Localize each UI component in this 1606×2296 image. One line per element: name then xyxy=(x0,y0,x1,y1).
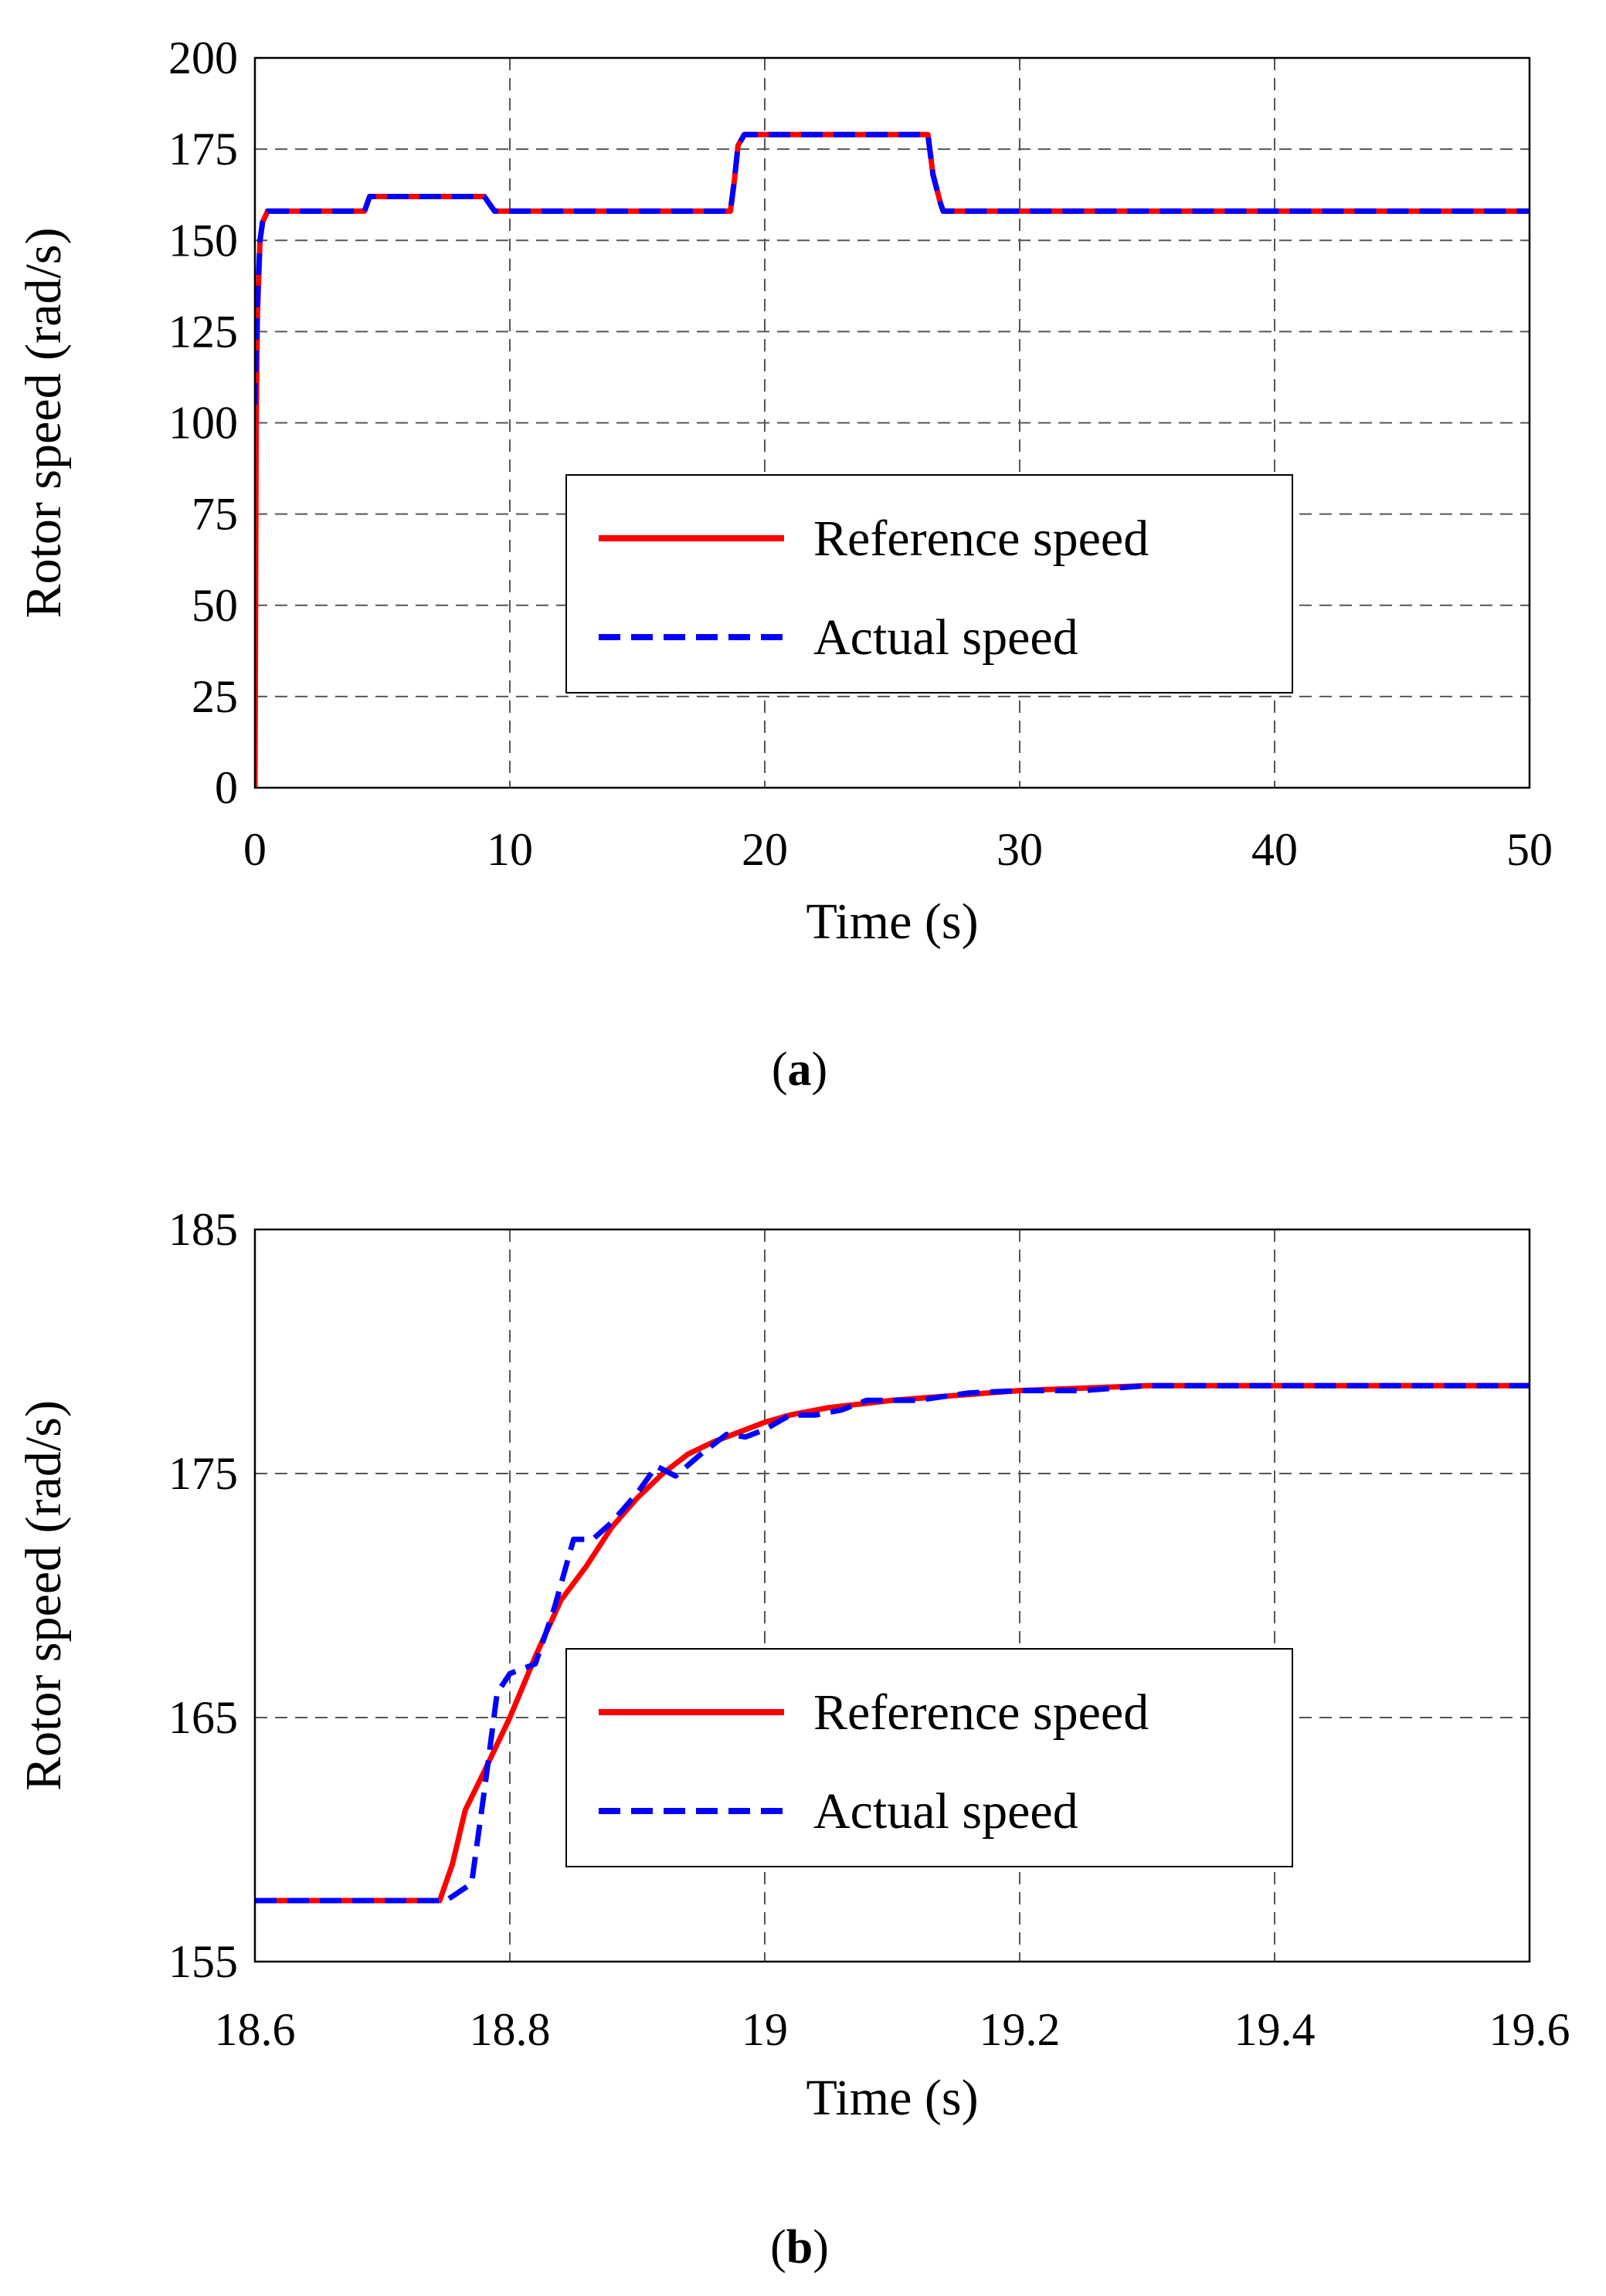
x-tick-label: 19.2 xyxy=(980,2004,1061,2055)
panel-caption: (a) xyxy=(772,1043,827,1096)
y-axis-label: Rotor speed (rad/s) xyxy=(15,228,72,619)
plot-frame xyxy=(253,56,1531,789)
chart-panel-a: 0 10 20 30 40 50 0 25 50 75 100 125 150 175 200 Time (s… xyxy=(15,32,1553,1096)
legend-label: Reference speed xyxy=(813,1684,1149,1741)
y-tick-label: 175 xyxy=(168,1448,238,1499)
y-tick-label: 200 xyxy=(168,32,238,83)
x-axis-label: Time (s) xyxy=(806,894,978,950)
y-tick-label: 100 xyxy=(168,398,238,449)
x-tick-label: 18.6 xyxy=(215,2004,296,2055)
x-tick-label: 19.6 xyxy=(1489,2004,1570,2055)
x-tick-label: 50 xyxy=(1506,824,1553,875)
caption-open-paren: ( xyxy=(772,1043,788,1096)
caption-letter: b xyxy=(786,2221,813,2274)
y-tick-label: 0 xyxy=(215,762,238,813)
x-tick-label: 10 xyxy=(487,824,533,875)
x-tick-label: 0 xyxy=(243,824,267,875)
legend-label: Actual speed xyxy=(813,1783,1078,1840)
y-tick-label: 25 xyxy=(192,671,238,722)
y-tick-label: 150 xyxy=(168,215,238,266)
y-tick-label: 165 xyxy=(168,1692,238,1743)
x-tick-label: 19.4 xyxy=(1234,2004,1316,2055)
y-tick-label: 125 xyxy=(168,306,238,357)
legend-label: Actual speed xyxy=(813,609,1078,666)
x-tick-label: 18.8 xyxy=(470,2004,551,2055)
y-tick-label: 155 xyxy=(168,1936,238,1987)
plot-frame xyxy=(253,1228,1531,1963)
x-tick-label: 19 xyxy=(742,2004,788,2055)
series-line-actual-speed xyxy=(255,1382,1530,1904)
chart-panel-b: 18.6 18.8 19 19.2 19.4 19.6 155 165 175 185 Time (… xyxy=(15,1204,1570,2274)
y-axis-label: Rotor speed (rad/s) xyxy=(15,1400,72,1791)
x-tick-label: 20 xyxy=(742,824,788,875)
panel-caption: (b) xyxy=(770,2221,829,2274)
caption-close-paren: ) xyxy=(812,1043,828,1096)
y-tick-label: 50 xyxy=(192,580,238,631)
caption-letter: a xyxy=(788,1043,812,1096)
y-tick-label: 75 xyxy=(192,489,238,540)
legend-box xyxy=(565,474,1293,694)
legend-box xyxy=(565,1648,1293,1867)
caption-close-paren: ) xyxy=(813,2221,829,2274)
x-tick-label: 40 xyxy=(1251,824,1298,875)
caption-open-paren: ( xyxy=(770,2221,786,2274)
x-tick-label: 30 xyxy=(997,824,1043,875)
x-axis-label: Time (s) xyxy=(806,2070,978,2126)
y-tick-label: 185 xyxy=(168,1204,238,1255)
legend-label: Reference speed xyxy=(813,510,1149,567)
series-line-actual-speed xyxy=(255,131,1530,405)
y-tick-label: 175 xyxy=(168,124,238,175)
